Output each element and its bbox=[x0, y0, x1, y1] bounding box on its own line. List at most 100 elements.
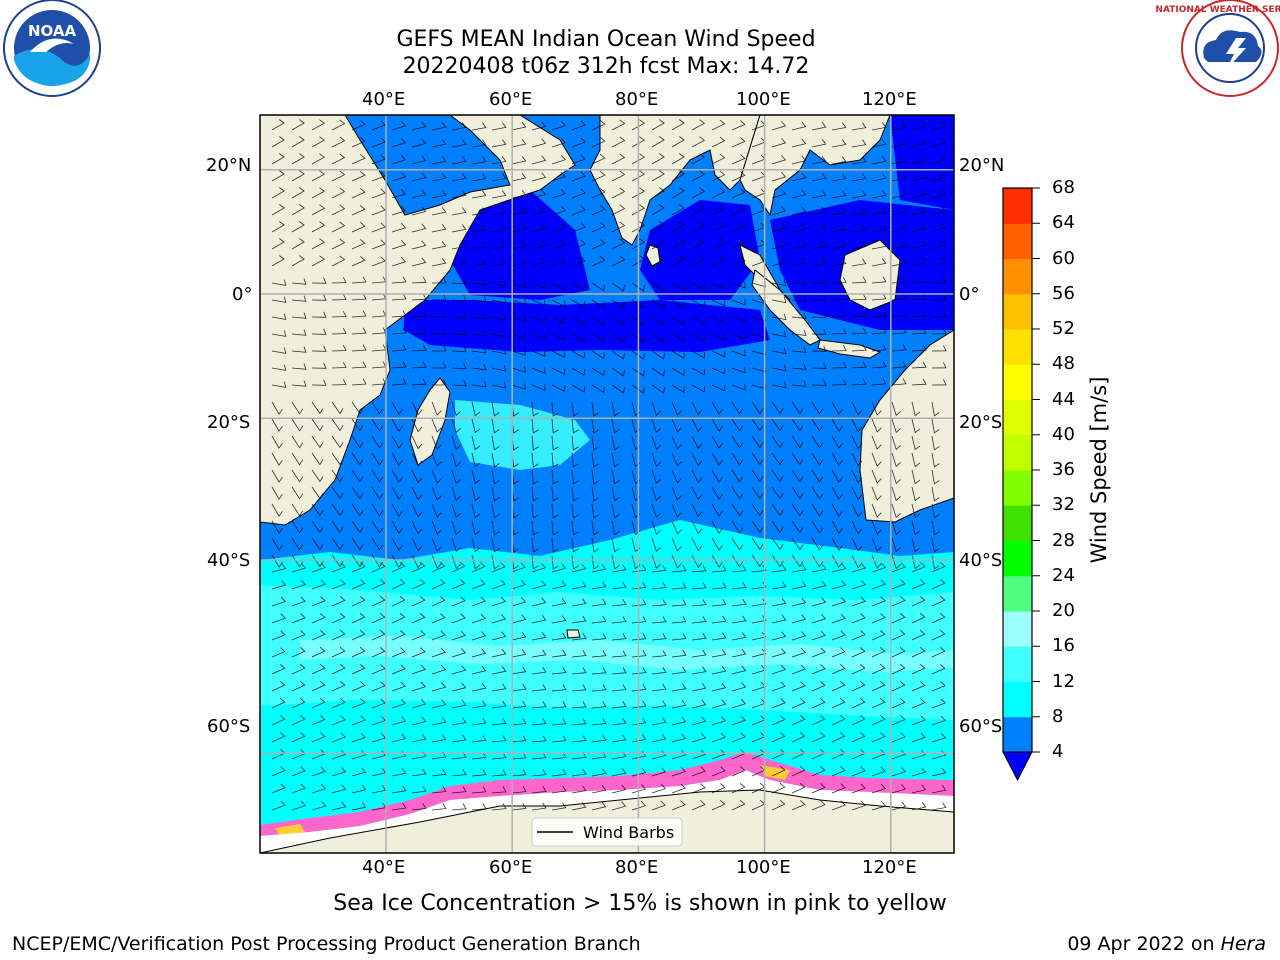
wind-barb bbox=[351, 664, 366, 675]
wind-barb bbox=[891, 293, 907, 301]
wind-barb bbox=[571, 188, 586, 199]
wind-barb bbox=[931, 681, 946, 692]
wind-barb bbox=[931, 362, 947, 369]
wind-barb bbox=[591, 299, 605, 309]
wind-barb bbox=[651, 282, 665, 292]
wind-barb bbox=[911, 435, 921, 451]
colorbar-segment bbox=[1003, 399, 1032, 436]
wind-barb bbox=[891, 766, 907, 777]
wind-barb bbox=[771, 364, 787, 372]
wind-barb bbox=[811, 294, 827, 301]
lat-tick-right-60s: 60°S bbox=[959, 716, 1003, 737]
wind-barb bbox=[691, 384, 706, 393]
wind-barb bbox=[871, 630, 886, 641]
wind-barb bbox=[591, 718, 607, 726]
wind-barb bbox=[391, 206, 407, 216]
wind-barb bbox=[271, 435, 283, 449]
wind-barb bbox=[271, 563, 287, 573]
wind-barb bbox=[291, 204, 305, 216]
wind-barb bbox=[411, 537, 423, 552]
wind-barb bbox=[811, 156, 827, 165]
wind-barb bbox=[511, 562, 526, 573]
wind-barb bbox=[431, 716, 447, 726]
wind-barb bbox=[631, 153, 646, 165]
wind-barb bbox=[291, 119, 305, 131]
wind-barb bbox=[891, 537, 901, 553]
wind-barb bbox=[671, 649, 687, 658]
wind-barb bbox=[531, 684, 547, 692]
wind-barb bbox=[651, 599, 667, 607]
wind-barb bbox=[731, 503, 744, 517]
wind-barb bbox=[931, 328, 947, 335]
wind-barb bbox=[551, 469, 559, 485]
wind-barb bbox=[651, 367, 665, 377]
wind-barb bbox=[711, 799, 726, 811]
wind-barb bbox=[791, 647, 807, 658]
wind-barb bbox=[351, 486, 364, 500]
wind-barb bbox=[671, 367, 685, 377]
wind-barb bbox=[271, 503, 283, 517]
wind-barb bbox=[671, 282, 685, 292]
wind-barb bbox=[731, 188, 746, 199]
wind-barb bbox=[291, 663, 306, 675]
wind-barb bbox=[451, 700, 467, 709]
wind-barb bbox=[831, 258, 847, 267]
wind-barb bbox=[351, 239, 366, 250]
wind-barb bbox=[731, 520, 744, 534]
wind-barb bbox=[651, 616, 667, 624]
wind-barb bbox=[831, 379, 847, 386]
wind-barb bbox=[671, 350, 685, 360]
wind-barb bbox=[551, 316, 566, 324]
wind-barb bbox=[891, 486, 901, 502]
wind-barb bbox=[871, 139, 887, 148]
wind-barb bbox=[611, 684, 627, 692]
wind-barb bbox=[871, 344, 887, 352]
wind-barb bbox=[871, 156, 887, 165]
wind-barb bbox=[891, 223, 907, 233]
wind-barb bbox=[511, 769, 527, 777]
wind-barb bbox=[871, 680, 886, 692]
wind-barb bbox=[591, 170, 606, 182]
wind-barb bbox=[731, 582, 747, 590]
wind-barb bbox=[551, 752, 567, 760]
wind-barb bbox=[851, 680, 866, 692]
wind-barb bbox=[931, 733, 947, 743]
wind-barb bbox=[331, 204, 346, 216]
wind-barb bbox=[311, 328, 327, 335]
wind-barb bbox=[311, 562, 326, 573]
wind-barb bbox=[471, 752, 487, 760]
wind-barb bbox=[931, 435, 940, 451]
wind-barb bbox=[671, 469, 682, 484]
wind-barb bbox=[451, 156, 467, 165]
wind-barb bbox=[851, 663, 866, 675]
wind-barb bbox=[691, 401, 703, 416]
wind-barb bbox=[551, 667, 567, 675]
wind-barb bbox=[631, 717, 647, 726]
wind-barb bbox=[351, 378, 367, 386]
wind-barb bbox=[871, 520, 882, 535]
wind-patch-cyan bbox=[455, 400, 590, 470]
wind-barb bbox=[731, 401, 744, 415]
wind-barb bbox=[451, 278, 467, 285]
wind-barb bbox=[371, 418, 384, 432]
wind-barb bbox=[811, 362, 827, 369]
wind-barb bbox=[371, 222, 386, 233]
wind-barb bbox=[371, 698, 386, 709]
colorbar-tick-label: 12 bbox=[1052, 670, 1075, 692]
wind-barb bbox=[291, 329, 307, 336]
wind-barb bbox=[831, 697, 846, 709]
wind-barb bbox=[331, 294, 347, 301]
wind-barb bbox=[671, 800, 686, 811]
wind-barb bbox=[451, 224, 467, 233]
wind-barb bbox=[571, 718, 587, 726]
wind-barb bbox=[491, 139, 507, 148]
wind-barb bbox=[711, 682, 727, 692]
wind-barb bbox=[791, 537, 804, 551]
wind-barb bbox=[851, 378, 867, 386]
wind-barb bbox=[491, 382, 507, 389]
wind-barb bbox=[551, 802, 567, 811]
wind-barb bbox=[851, 258, 867, 267]
wind-barb bbox=[891, 310, 907, 318]
wind-barb bbox=[511, 240, 527, 250]
